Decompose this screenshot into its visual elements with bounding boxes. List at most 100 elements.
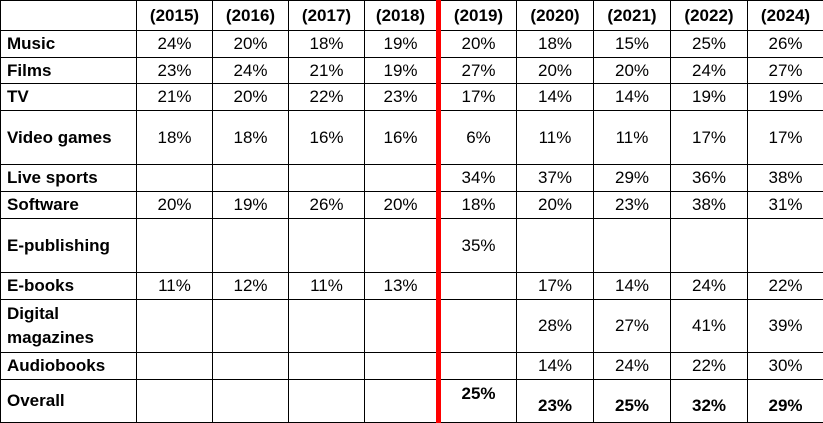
table-cell	[137, 353, 213, 380]
table-cell: 19%	[748, 84, 823, 111]
table-cell: 14%	[517, 84, 594, 111]
table-cell: 22%	[671, 353, 748, 380]
table-cell: 11%	[517, 111, 594, 165]
table-cell: 25%	[671, 31, 748, 58]
row-label: Overall	[1, 380, 137, 423]
table-cell: 20%	[517, 58, 594, 84]
table-cell: 35%	[439, 219, 517, 273]
table-cell	[137, 219, 213, 273]
table-cell	[289, 219, 365, 273]
table-cell: 11%	[289, 273, 365, 300]
table-cell	[748, 219, 823, 273]
table-cell	[289, 300, 365, 353]
table-cell: 12%	[213, 273, 289, 300]
table-cell	[439, 353, 517, 380]
table-cell: 19%	[213, 192, 289, 219]
table-cell: 23%	[365, 84, 439, 111]
table-cell: 20%	[594, 58, 671, 84]
table-cell: 27%	[594, 300, 671, 353]
column-header: (2021)	[594, 1, 671, 31]
column-header: (2024)	[748, 1, 823, 31]
column-header: (2022)	[671, 1, 748, 31]
table-cell	[289, 165, 365, 192]
table-cell: 29%	[748, 380, 823, 423]
table-cell	[439, 300, 517, 353]
table-cell	[213, 380, 289, 423]
column-header: (2015)	[137, 1, 213, 31]
table-cell	[671, 219, 748, 273]
table-cell: 24%	[671, 273, 748, 300]
table-cell: 20%	[213, 84, 289, 111]
table-cell: 29%	[594, 165, 671, 192]
table-cell: 18%	[137, 111, 213, 165]
table-cell: 17%	[748, 111, 823, 165]
table-cell: 11%	[137, 273, 213, 300]
table-cell: 27%	[748, 58, 823, 84]
table-cell: 18%	[517, 31, 594, 58]
table-cell: 14%	[594, 84, 671, 111]
row-label: TV	[1, 84, 137, 111]
row-label: Video games	[1, 111, 137, 165]
table-cell: 38%	[671, 192, 748, 219]
table-cell: 18%	[439, 192, 517, 219]
table-cell	[137, 380, 213, 423]
table-cell: 16%	[289, 111, 365, 165]
table-cell: 28%	[517, 300, 594, 353]
table-cell	[137, 165, 213, 192]
table-cell	[365, 219, 439, 273]
table-cell: 23%	[517, 380, 594, 423]
column-header: (2017)	[289, 1, 365, 31]
table-cell: 22%	[289, 84, 365, 111]
table-cell: 20%	[517, 192, 594, 219]
row-label: E-books	[1, 273, 137, 300]
table-cell	[289, 353, 365, 380]
table-cell: 27%	[439, 58, 517, 84]
table-cell: 30%	[748, 353, 823, 380]
row-label: Digital magazines	[1, 300, 137, 353]
column-header: (2020)	[517, 1, 594, 31]
table-cell: 24%	[671, 58, 748, 84]
table-cell: 25%	[439, 380, 517, 423]
table-cell	[213, 300, 289, 353]
table-cell	[517, 219, 594, 273]
column-header: (2016)	[213, 1, 289, 31]
table-cell: 38%	[748, 165, 823, 192]
table-cell: 37%	[517, 165, 594, 192]
table-cell: 20%	[213, 31, 289, 58]
table-cell: 31%	[748, 192, 823, 219]
column-header: (2019)	[439, 1, 517, 31]
table-cell	[213, 165, 289, 192]
table-cell: 21%	[289, 58, 365, 84]
table-cell: 20%	[439, 31, 517, 58]
table-cell	[365, 165, 439, 192]
table-cell	[365, 380, 439, 423]
table-cell: 25%	[594, 380, 671, 423]
table-cell: 6%	[439, 111, 517, 165]
table-cell: 24%	[213, 58, 289, 84]
table-cell	[137, 300, 213, 353]
table-cell: 11%	[594, 111, 671, 165]
table-cell: 18%	[289, 31, 365, 58]
table-cell	[289, 380, 365, 423]
table-cell: 19%	[671, 84, 748, 111]
row-label: Music	[1, 31, 137, 58]
table-cell: 22%	[748, 273, 823, 300]
table-cell: 17%	[671, 111, 748, 165]
table-cell: 26%	[289, 192, 365, 219]
table-cell: 16%	[365, 111, 439, 165]
table-cell: 15%	[594, 31, 671, 58]
table-cell: 19%	[365, 31, 439, 58]
table-cell: 13%	[365, 273, 439, 300]
row-label: Audiobooks	[1, 353, 137, 380]
